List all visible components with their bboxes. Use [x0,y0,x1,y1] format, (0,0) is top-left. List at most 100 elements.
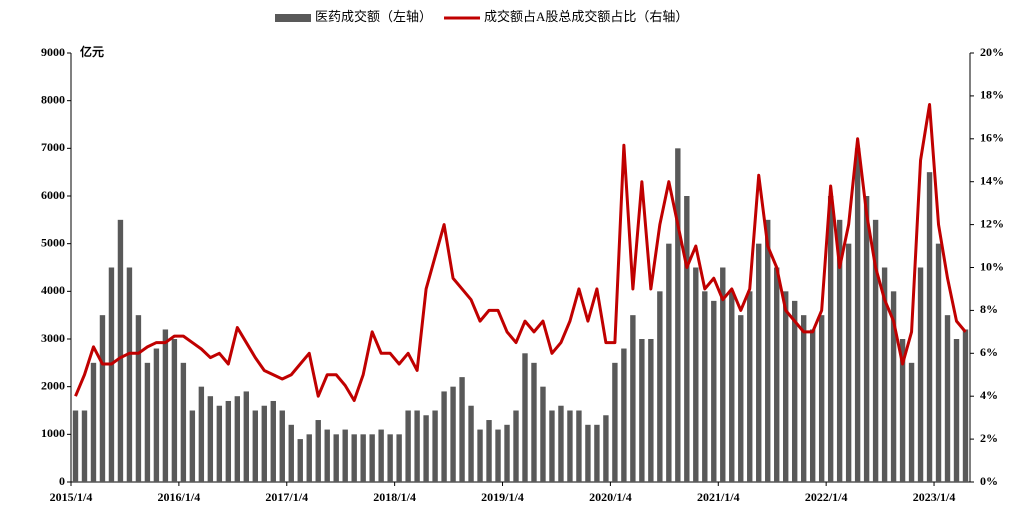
bar [881,267,888,482]
y-tick-label: 7000 [41,140,65,154]
legend-label: 成交额占A股总成交额占比（右轴） [484,9,688,24]
y2-tick-label: 12% [980,216,1004,230]
y-tick-label: 3000 [41,331,65,345]
bar [827,196,834,482]
y-tick-label: 2000 [41,378,65,392]
bar [369,434,375,482]
bar [567,410,573,482]
bar [162,329,169,482]
bar [800,315,807,482]
bar [908,362,915,482]
y2-tick-label: 10% [980,259,1004,273]
bar [917,267,924,482]
bar [171,339,178,482]
bar [450,386,456,482]
bar [108,267,115,482]
x-tick-label: 2022/1/4 [805,490,848,504]
bar [594,424,600,482]
bar [297,439,303,482]
bar [603,415,609,482]
bar [270,400,276,482]
y2-tick-label: 0% [980,474,998,488]
bar [225,400,232,482]
bar [531,362,537,482]
bar [630,315,636,482]
bar [198,386,205,482]
bar [854,148,861,483]
bar [621,348,627,482]
bar [261,405,267,482]
y-tick-label: 0 [59,474,65,488]
bar [495,429,501,482]
bar [863,196,870,482]
bar [378,429,384,482]
bar [926,172,933,482]
y2-tick-label: 4% [980,388,998,402]
bar [684,196,690,482]
bar [126,267,133,482]
bar [324,429,330,482]
bar [414,410,420,482]
y2-tick-label: 20% [980,45,1004,59]
bar [944,315,951,482]
bar [144,362,151,482]
bar [360,434,366,482]
bar [486,420,492,482]
bar [234,396,241,482]
y-tick-label: 5000 [41,235,65,249]
bar [540,386,546,482]
y-tick-label: 1000 [41,426,65,440]
bar [351,434,357,482]
bar [153,348,160,482]
x-tick-label: 2018/1/4 [373,490,416,504]
bar [477,429,483,482]
bar [666,243,672,482]
bar [747,291,753,482]
bar [953,339,960,482]
bar [612,362,618,482]
line [74,102,967,402]
bar [117,219,124,483]
bar [306,434,312,482]
bar [774,267,780,482]
bar [90,362,97,482]
legend-swatch [275,14,311,22]
y2-tick-label: 18% [980,88,1004,102]
bar [72,410,79,482]
bar [585,424,591,482]
bar [711,300,717,482]
bar [845,243,852,482]
bar [783,291,789,482]
y2-tick-label: 2% [980,431,998,445]
bar [81,410,88,482]
bar [675,148,681,483]
bar [207,396,214,482]
bar [522,353,528,482]
x-tick-label: 2021/1/4 [697,490,740,504]
bar [872,219,879,483]
bar [639,339,645,482]
y2-tick-label: 6% [980,345,998,359]
bar [935,243,942,482]
y2-tick-label: 16% [980,131,1004,145]
bar [720,267,726,482]
x-tick-label: 2020/1/4 [589,490,632,504]
bar [99,315,106,482]
bar [657,291,663,482]
x-tick-label: 2019/1/4 [481,490,524,504]
x-tick-label: 2016/1/4 [158,490,201,504]
bar [765,219,771,483]
bar [243,391,250,482]
bar [890,291,897,482]
bar [576,410,582,482]
bar [288,424,294,482]
bar [180,362,187,482]
bar [432,410,438,482]
bar [279,410,285,482]
bar [558,405,564,482]
bar [468,405,474,482]
bar [702,291,708,482]
y-tick-label: 9000 [41,45,65,59]
bar [423,415,429,482]
